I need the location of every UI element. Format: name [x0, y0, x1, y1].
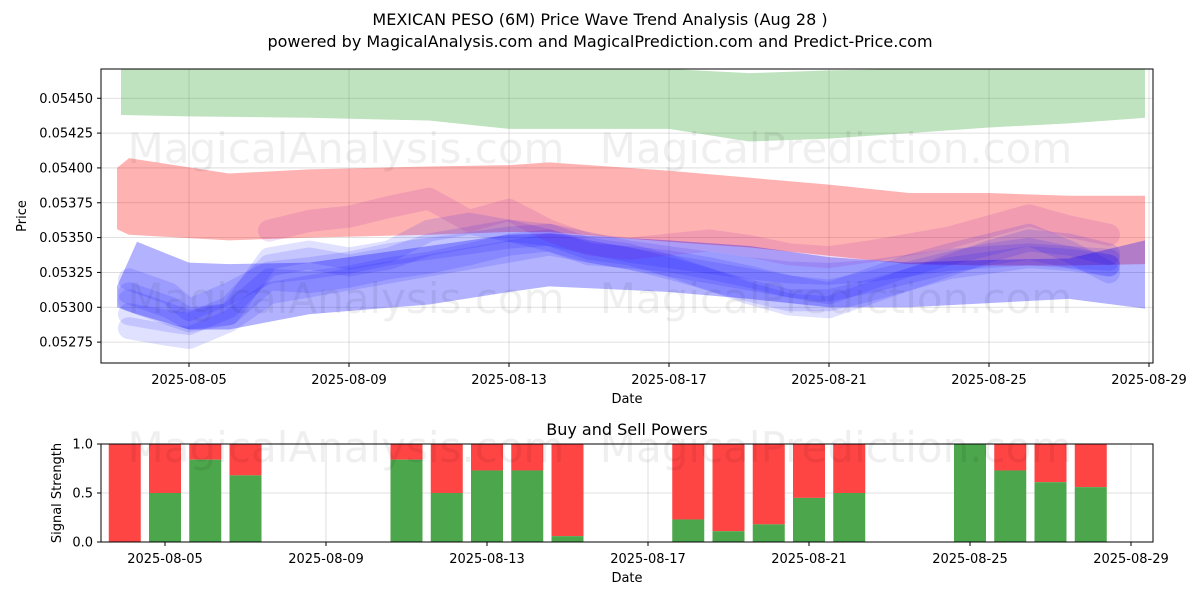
- sell-bar: [390, 444, 423, 460]
- bottom-watermarks: MagicalAnalysis.com MagicalPrediction.com: [128, 423, 1073, 472]
- top-grid: [101, 69, 1153, 363]
- top-x-axis-label: Date: [611, 392, 642, 407]
- band-2: [117, 233, 1145, 330]
- wave-ribbon-4: [118, 233, 1120, 349]
- bottom-ticks: 0.0 0.5 1.0 2025-08-05 2025-08-09 2025-08-13 2…: [72, 438, 1168, 568]
- sell-bar: [833, 444, 866, 493]
- buy-bar: [994, 470, 1027, 542]
- bottom-x-tick-label: 2025-08-09: [288, 552, 364, 567]
- top-watermarks: MagicalAnalysis.com MagicalAnalysis.com Ma…: [128, 124, 1073, 323]
- watermark-text: MagicalAnalysis.com: [128, 124, 565, 173]
- sell-bar: [1034, 444, 1067, 483]
- top-x-tick-label: 2025-08-09: [311, 373, 387, 388]
- top-x-tick-label: 2025-08-25: [951, 373, 1027, 388]
- buy-bar: [954, 444, 986, 542]
- buy-bar: [833, 493, 866, 542]
- chart-title: MEXICAN PESO (6M) Price Wave Trend Analy…: [372, 10, 827, 29]
- chart-subtitle: powered by MagicalAnalysis.com and Magic…: [267, 32, 932, 51]
- bottom-chart-title: Buy and Sell Powers: [546, 420, 708, 439]
- top-x-tick-label: 2025-08-05: [151, 373, 227, 388]
- wave-ribbon-0: [118, 229, 1120, 333]
- sell-bar: [430, 444, 463, 493]
- watermark-text: MagicalPrediction.com: [600, 124, 1073, 173]
- sell-bar: [511, 444, 544, 471]
- watermark-text: MagicalPrediction.com: [600, 423, 1073, 472]
- top-y-tick-label: 0.05350: [39, 231, 93, 246]
- bottom-x-axis-label: Date: [611, 571, 642, 586]
- top-x-tick-label: 2025-08-21: [791, 373, 867, 388]
- buy-bar: [511, 470, 544, 542]
- bottom-y-tick-label: 1.0: [72, 438, 93, 453]
- top-y-tick-label: 0.05425: [39, 127, 93, 142]
- bottom-x-tick-label: 2025-08-13: [449, 552, 525, 567]
- sell-bar: [149, 444, 181, 493]
- bottom-y-tick-label: 0.5: [72, 487, 93, 502]
- sell-bar: [551, 444, 584, 537]
- buy-bar: [189, 459, 222, 542]
- buy-bar: [149, 493, 181, 542]
- bottom-y-axis-label: Signal Strength: [50, 443, 65, 543]
- buy-bar: [1034, 482, 1067, 542]
- bottom-x-tick-label: 2025-08-21: [771, 552, 847, 567]
- sell-bar: [189, 444, 222, 460]
- sell-bar: [1074, 444, 1107, 488]
- top-y-tick-label: 0.05400: [39, 161, 93, 176]
- wave-ribbon-3: [118, 223, 1120, 322]
- top-plot-area: [117, 69, 1145, 349]
- sell-bar: [994, 444, 1027, 471]
- wave-ribbon-2: [118, 219, 1120, 335]
- buy-bar: [672, 519, 705, 542]
- sell-bar: [793, 444, 825, 498]
- sell-bar: [672, 444, 705, 520]
- top-y-axis-label: Price: [15, 200, 30, 232]
- buy-bar: [390, 459, 423, 542]
- top-y-tick-label: 0.05300: [39, 301, 93, 316]
- bottom-plot-area: [108, 444, 1107, 542]
- watermark-text: MagicalAnalysis.com: [128, 274, 565, 323]
- sell-bar: [712, 444, 745, 532]
- sell-bar: [108, 444, 141, 542]
- buy-sell-power-chart: Buy and Sell Powers MagicalAnalysis.com M…: [50, 420, 1169, 586]
- buy-bar: [712, 531, 745, 542]
- bottom-x-tick-label: 2025-08-17: [610, 552, 686, 567]
- top-x-tick-label: 2025-08-13: [471, 373, 547, 388]
- buy-bar: [430, 493, 463, 542]
- bottom-y-tick-label: 0.0: [72, 536, 93, 551]
- bottom-x-tick-label: 2025-08-29: [1093, 552, 1169, 567]
- buy-bar: [551, 536, 584, 542]
- watermark-text: MagicalAnalysis.com: [128, 423, 565, 472]
- bottom-x-tick-label: 2025-08-25: [932, 552, 1008, 567]
- buy-bar: [229, 475, 262, 542]
- watermark-text: MagicalPrediction.com: [600, 274, 1073, 323]
- top-y-tick-label: 0.05450: [39, 92, 93, 107]
- buy-bar: [471, 470, 503, 542]
- top-x-tick-label: 2025-08-17: [631, 373, 707, 388]
- price-wave-chart: MagicalAnalysis.com MagicalAnalysis.com Ma…: [15, 68, 1187, 407]
- bottom-x-tick-label: 2025-08-05: [127, 552, 203, 567]
- top-ticks: 0.05275 0.05300 0.05325 0.05350 0.05375 0.054…: [39, 92, 1187, 388]
- sell-bar: [229, 444, 262, 476]
- top-y-tick-label: 0.05325: [39, 266, 93, 281]
- band-0: [121, 69, 1145, 142]
- top-y-tick-label: 0.05375: [39, 196, 93, 211]
- buy-bar: [793, 497, 825, 542]
- buy-bar: [1074, 487, 1107, 542]
- sell-bar: [471, 444, 503, 471]
- wave-ribbon-1: [118, 212, 1120, 330]
- band-1: [117, 158, 1145, 266]
- sell-bar: [752, 444, 785, 525]
- top-axes-frame: [100, 68, 1154, 364]
- wave-ribbon-5: [258, 187, 1120, 269]
- top-y-tick-label: 0.05275: [39, 336, 93, 351]
- top-x-tick-label: 2025-08-29: [1111, 373, 1187, 388]
- buy-bar: [752, 524, 785, 542]
